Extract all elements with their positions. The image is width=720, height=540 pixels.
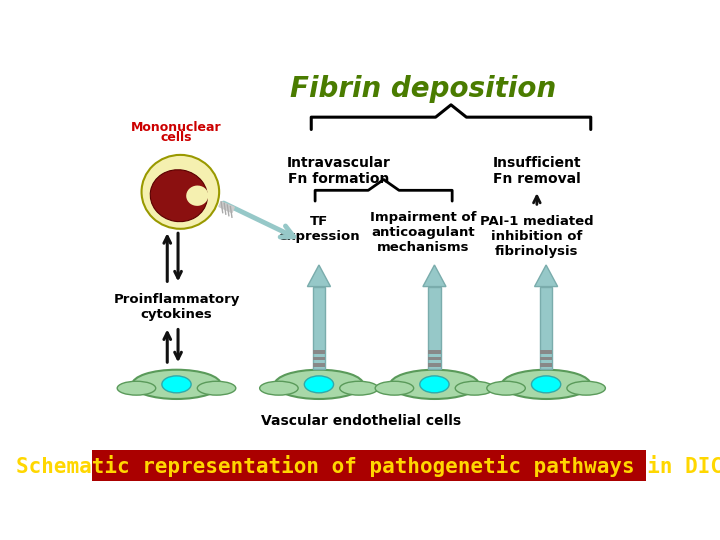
- Text: Impairment of
anticoagulant
mechanisms: Impairment of anticoagulant mechanisms: [369, 211, 476, 254]
- Text: Fibrin deposition: Fibrin deposition: [289, 76, 556, 104]
- Bar: [540, 350, 552, 354]
- Ellipse shape: [274, 370, 363, 399]
- Ellipse shape: [455, 381, 494, 395]
- Bar: [92, 450, 647, 481]
- Bar: [540, 356, 552, 361]
- Text: Insufficient
Fn removal: Insufficient Fn removal: [492, 156, 581, 186]
- Bar: [428, 356, 441, 361]
- Text: Vascular endothelial cells: Vascular endothelial cells: [261, 414, 462, 428]
- Bar: [540, 287, 552, 369]
- Ellipse shape: [150, 170, 207, 221]
- Bar: [312, 363, 325, 367]
- Ellipse shape: [305, 376, 333, 393]
- Ellipse shape: [197, 381, 235, 395]
- Text: Intravascular
Fn formation: Intravascular Fn formation: [287, 156, 390, 186]
- Bar: [428, 287, 441, 369]
- Ellipse shape: [260, 381, 298, 395]
- Bar: [312, 350, 325, 354]
- Ellipse shape: [117, 381, 156, 395]
- Ellipse shape: [502, 370, 590, 399]
- Text: Schematic representation of pathogenetic pathways in DIC: Schematic representation of pathogenetic…: [16, 455, 720, 477]
- Bar: [312, 287, 325, 369]
- Polygon shape: [423, 265, 446, 287]
- Ellipse shape: [186, 186, 208, 206]
- Ellipse shape: [531, 376, 561, 393]
- Ellipse shape: [340, 381, 378, 395]
- Polygon shape: [534, 265, 558, 287]
- Text: PAI-1 mediated
inhibition of
fibrinolysis: PAI-1 mediated inhibition of fibrinolysi…: [480, 215, 594, 258]
- Text: cells: cells: [161, 131, 192, 144]
- Text: Mononuclear: Mononuclear: [131, 121, 222, 134]
- Text: TF
expression: TF expression: [278, 215, 360, 243]
- Bar: [312, 356, 325, 361]
- Bar: [428, 363, 441, 367]
- Bar: [540, 363, 552, 367]
- Polygon shape: [219, 202, 234, 213]
- Ellipse shape: [487, 381, 526, 395]
- Polygon shape: [307, 265, 330, 287]
- Ellipse shape: [375, 381, 414, 395]
- Ellipse shape: [567, 381, 606, 395]
- Ellipse shape: [420, 376, 449, 393]
- Ellipse shape: [142, 155, 219, 229]
- Bar: [428, 350, 441, 354]
- Ellipse shape: [132, 370, 221, 399]
- Ellipse shape: [390, 370, 479, 399]
- Text: Proinflammatory
cytokines: Proinflammatory cytokines: [113, 293, 240, 321]
- Ellipse shape: [162, 376, 191, 393]
